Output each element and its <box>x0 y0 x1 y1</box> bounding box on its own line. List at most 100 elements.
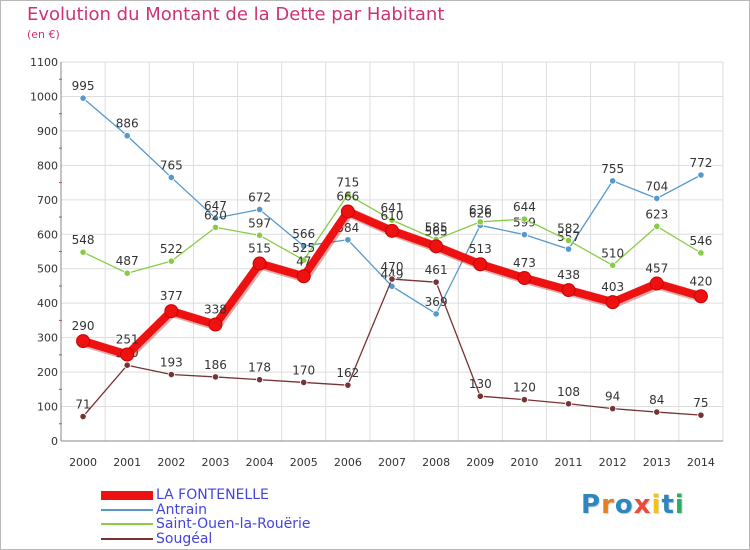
data-label: 765 <box>160 158 183 172</box>
data-label: 457 <box>645 262 668 276</box>
data-point <box>653 408 661 416</box>
data-label: 566 <box>292 227 315 241</box>
y-tick-label: 400 <box>37 297 58 310</box>
x-tick-label: 2014 <box>687 456 715 469</box>
legend-label-la-fontenelle: LA FONTENELLE <box>156 487 269 504</box>
legend-item-la-fontenelle: LA FONTENELLE <box>101 488 311 503</box>
data-point <box>164 304 179 319</box>
data-point <box>605 295 620 310</box>
data-point <box>476 392 484 400</box>
data-label: 546 <box>689 234 712 248</box>
legend-label-antrain: Antrain <box>156 501 208 518</box>
data-point <box>76 334 91 349</box>
legend-label-saint-ouen: Saint-Ouen-la-Rouërie <box>156 516 311 533</box>
data-point <box>123 269 131 277</box>
data-point <box>564 236 573 245</box>
data-label: 548 <box>72 233 95 247</box>
x-tick-label: 2002 <box>157 456 185 469</box>
data-point <box>388 275 396 283</box>
x-tick-label: 2007 <box>378 456 406 469</box>
y-tick-label: 500 <box>37 263 58 276</box>
legend-label-sougeal: Sougéal <box>156 530 213 547</box>
data-point <box>517 271 532 286</box>
data-point <box>296 269 311 284</box>
x-tick-label: 2000 <box>69 456 97 469</box>
data-label: 461 <box>425 263 448 277</box>
data-point <box>429 239 444 254</box>
data-label: 487 <box>116 254 139 268</box>
data-label: 108 <box>557 385 580 399</box>
data-label: 715 <box>336 176 359 190</box>
data-point <box>432 310 440 318</box>
data-label: 647 <box>204 199 227 213</box>
data-label: 525 <box>292 241 315 255</box>
x-tick-label: 2004 <box>246 456 274 469</box>
x-tick-label: 2005 <box>290 456 318 469</box>
data-label: 377 <box>160 289 183 303</box>
data-point <box>473 257 488 272</box>
data-label: 438 <box>557 268 580 282</box>
logo-letter: P <box>581 490 602 520</box>
y-tick-label: 100 <box>37 401 58 414</box>
data-label: 178 <box>248 361 271 375</box>
logo-letter: i <box>674 490 685 520</box>
data-point <box>653 222 661 230</box>
data-label: 251 <box>116 333 139 347</box>
data-label: 510 <box>601 246 624 260</box>
data-point <box>211 214 220 222</box>
logo-letter: i <box>651 490 662 520</box>
data-label: 636 <box>469 203 492 217</box>
legend-swatch-antrain <box>101 508 153 511</box>
data-point <box>123 132 131 140</box>
data-point <box>256 231 264 239</box>
data-point <box>653 194 661 203</box>
data-point <box>211 223 220 231</box>
data-label: 130 <box>469 377 492 391</box>
x-tick-label: 2012 <box>599 456 627 469</box>
legend-swatch-saint-ouen <box>101 523 153 526</box>
data-point <box>564 400 573 408</box>
data-point <box>520 231 529 239</box>
data-label: 672 <box>248 190 271 204</box>
data-label: 704 <box>645 179 668 193</box>
data-label: 84 <box>649 393 664 407</box>
data-label: 47 <box>296 254 311 268</box>
data-point <box>120 347 135 362</box>
chart-title: Evolution du Montant de la Dette par Hab… <box>27 4 445 25</box>
data-label: 666 <box>336 190 359 204</box>
data-label: 522 <box>160 242 183 256</box>
y-tick-label: 900 <box>37 125 58 138</box>
data-point <box>609 405 617 413</box>
data-point <box>123 361 131 369</box>
x-tick-label: 2003 <box>201 456 229 469</box>
data-point <box>385 223 399 238</box>
data-point <box>256 376 264 384</box>
proxiti-logo: Proxiti <box>581 490 685 520</box>
y-tick-label: 600 <box>37 228 58 241</box>
data-point <box>252 256 267 271</box>
x-tick-label: 2013 <box>643 456 671 469</box>
data-point <box>697 249 705 257</box>
data-point <box>344 381 352 389</box>
data-point <box>79 94 87 102</box>
data-point <box>697 411 705 419</box>
legend-swatch-sougeal <box>101 537 153 540</box>
data-label: 186 <box>204 358 227 372</box>
data-point <box>697 171 705 179</box>
data-label: 513 <box>469 242 492 256</box>
data-point <box>388 216 396 224</box>
data-label: 623 <box>645 207 668 221</box>
legend-item-sougeal: Sougéal <box>101 532 311 547</box>
x-tick-label: 2006 <box>334 456 362 469</box>
data-label: 193 <box>160 356 183 370</box>
y-tick-label: 800 <box>37 159 58 172</box>
data-label: 886 <box>116 117 139 131</box>
data-label: 420 <box>689 274 712 288</box>
data-label: 585 <box>425 220 448 234</box>
logo-letter: o <box>614 490 634 520</box>
data-label: 772 <box>689 156 712 170</box>
data-point <box>609 177 617 185</box>
data-point <box>520 396 529 404</box>
data-point <box>79 412 87 421</box>
